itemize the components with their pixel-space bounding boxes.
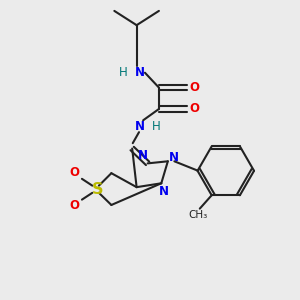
Text: H: H [152,120,160,133]
Text: N: N [159,185,169,198]
Text: O: O [190,81,200,94]
Text: N: N [169,151,179,164]
Text: N: N [135,120,145,133]
Text: N: N [138,148,148,162]
Text: O: O [69,199,79,212]
Text: CH₃: CH₃ [189,210,208,220]
Text: H: H [119,66,128,79]
Text: N: N [135,66,145,79]
Text: O: O [190,103,200,116]
Text: S: S [92,182,103,197]
Text: O: O [69,167,79,179]
